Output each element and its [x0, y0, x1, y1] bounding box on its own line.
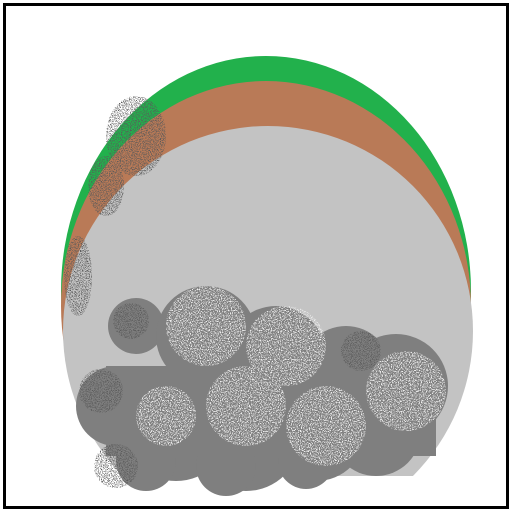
drawing-canvas[interactable]: [3, 3, 509, 509]
rim-speckles: [64, 96, 166, 316]
smoke-cloud: [76, 286, 448, 496]
drawing-svg: [6, 56, 506, 506]
